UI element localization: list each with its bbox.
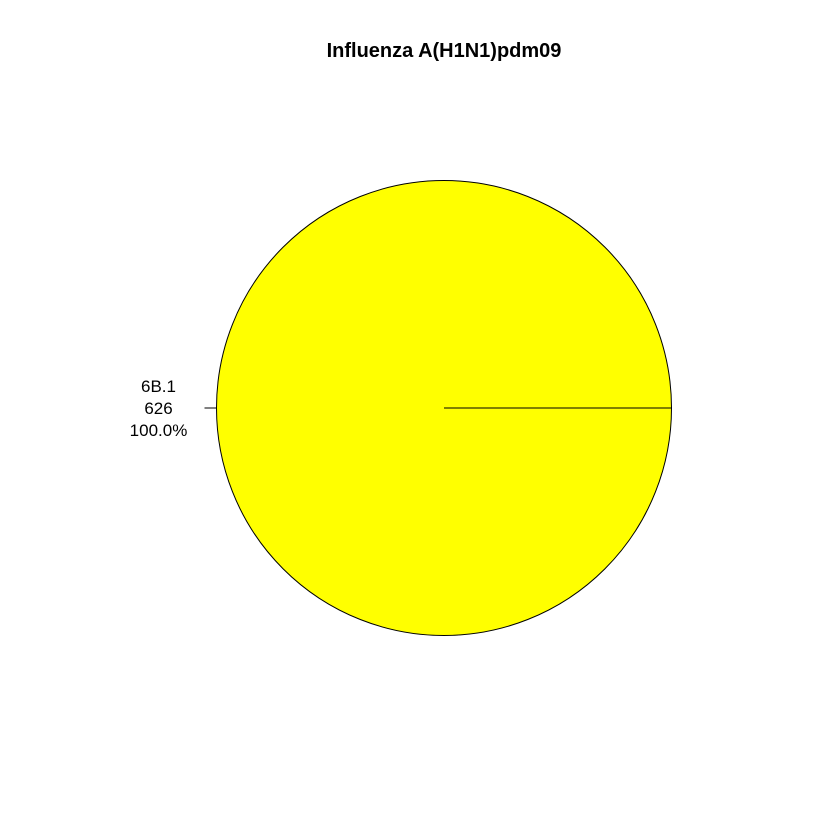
chart-title: Influenza A(H1N1)pdm09 bbox=[327, 40, 562, 62]
pie-label-category: 6B.1 bbox=[141, 377, 176, 396]
pie-slice-label: 6B.1 626 100.0% bbox=[130, 377, 188, 440]
pie-labels: 6B.1 626 100.0% bbox=[130, 377, 217, 440]
pie-label-value: 626 bbox=[144, 399, 172, 418]
pie-label-percent: 100.0% bbox=[130, 421, 188, 440]
pie-slices bbox=[216, 180, 672, 636]
